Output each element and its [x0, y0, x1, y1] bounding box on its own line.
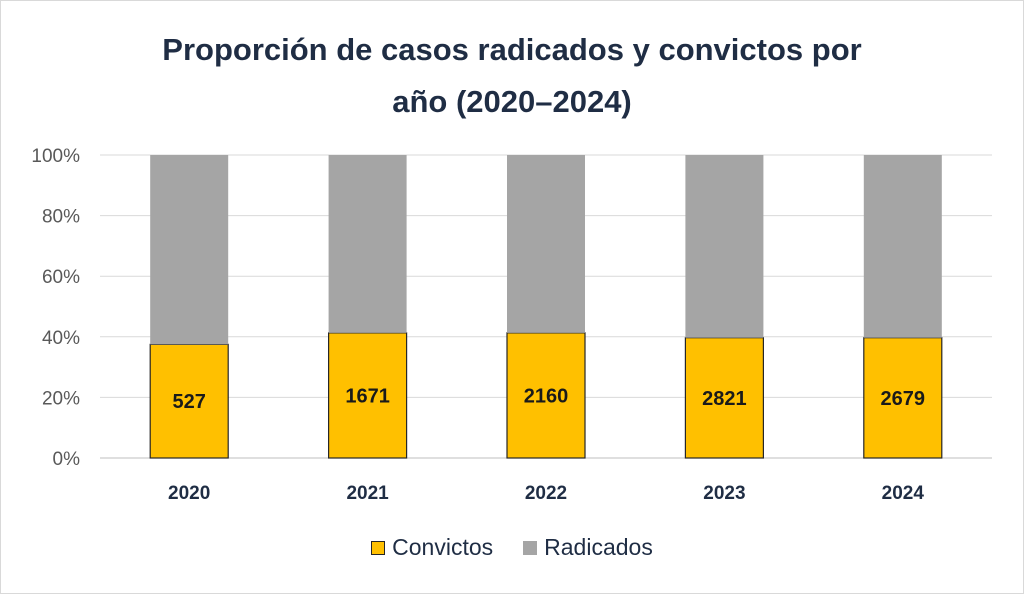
- chart-title-line-2: año (2020–2024): [392, 84, 632, 119]
- x-tick-label: 2024: [882, 483, 925, 504]
- bar-radicados: [863, 155, 942, 338]
- y-tick-label: 100%: [31, 146, 80, 167]
- bar-convictos: [863, 337, 943, 459]
- y-tick-label: 20%: [42, 388, 80, 409]
- x-tick-label: 2021: [346, 483, 389, 504]
- legend-label-radicados: Radicados: [544, 534, 653, 560]
- x-tick-label: 2023: [703, 483, 745, 504]
- bar-radicados: [685, 155, 764, 338]
- legend-swatch-convictos: [371, 540, 386, 555]
- legend-label-convictos: Convictos: [392, 534, 494, 560]
- legend-swatch-radicados: [523, 540, 538, 555]
- data-label: 2160: [524, 385, 569, 407]
- y-tick-label: 60%: [42, 267, 80, 288]
- data-label: 527: [173, 391, 206, 413]
- chart-title-line-1: Proporción de casos radicados y convicto…: [162, 32, 862, 67]
- chart-title: Proporción de casos radicados y convicto…: [0, 24, 1024, 128]
- legend: Convictos Radicados: [0, 534, 1024, 561]
- x-tick-label: 2020: [168, 483, 210, 504]
- legend-item-convictos: Convictos: [371, 534, 493, 561]
- x-tick-label: 2022: [525, 483, 567, 504]
- y-tick-label: 0%: [53, 449, 81, 470]
- data-label: 1671: [345, 385, 390, 407]
- bar-convictos: [684, 337, 765, 459]
- bar-radicados: [150, 155, 229, 345]
- data-label: 2821: [702, 388, 747, 410]
- y-tick-label: 40%: [42, 328, 80, 349]
- legend-item-radicados: Radicados: [523, 534, 653, 561]
- data-label: 2679: [881, 388, 926, 410]
- bar-radicados: [328, 155, 407, 333]
- bar-radicados: [507, 155, 585, 333]
- y-tick-label: 80%: [42, 207, 80, 228]
